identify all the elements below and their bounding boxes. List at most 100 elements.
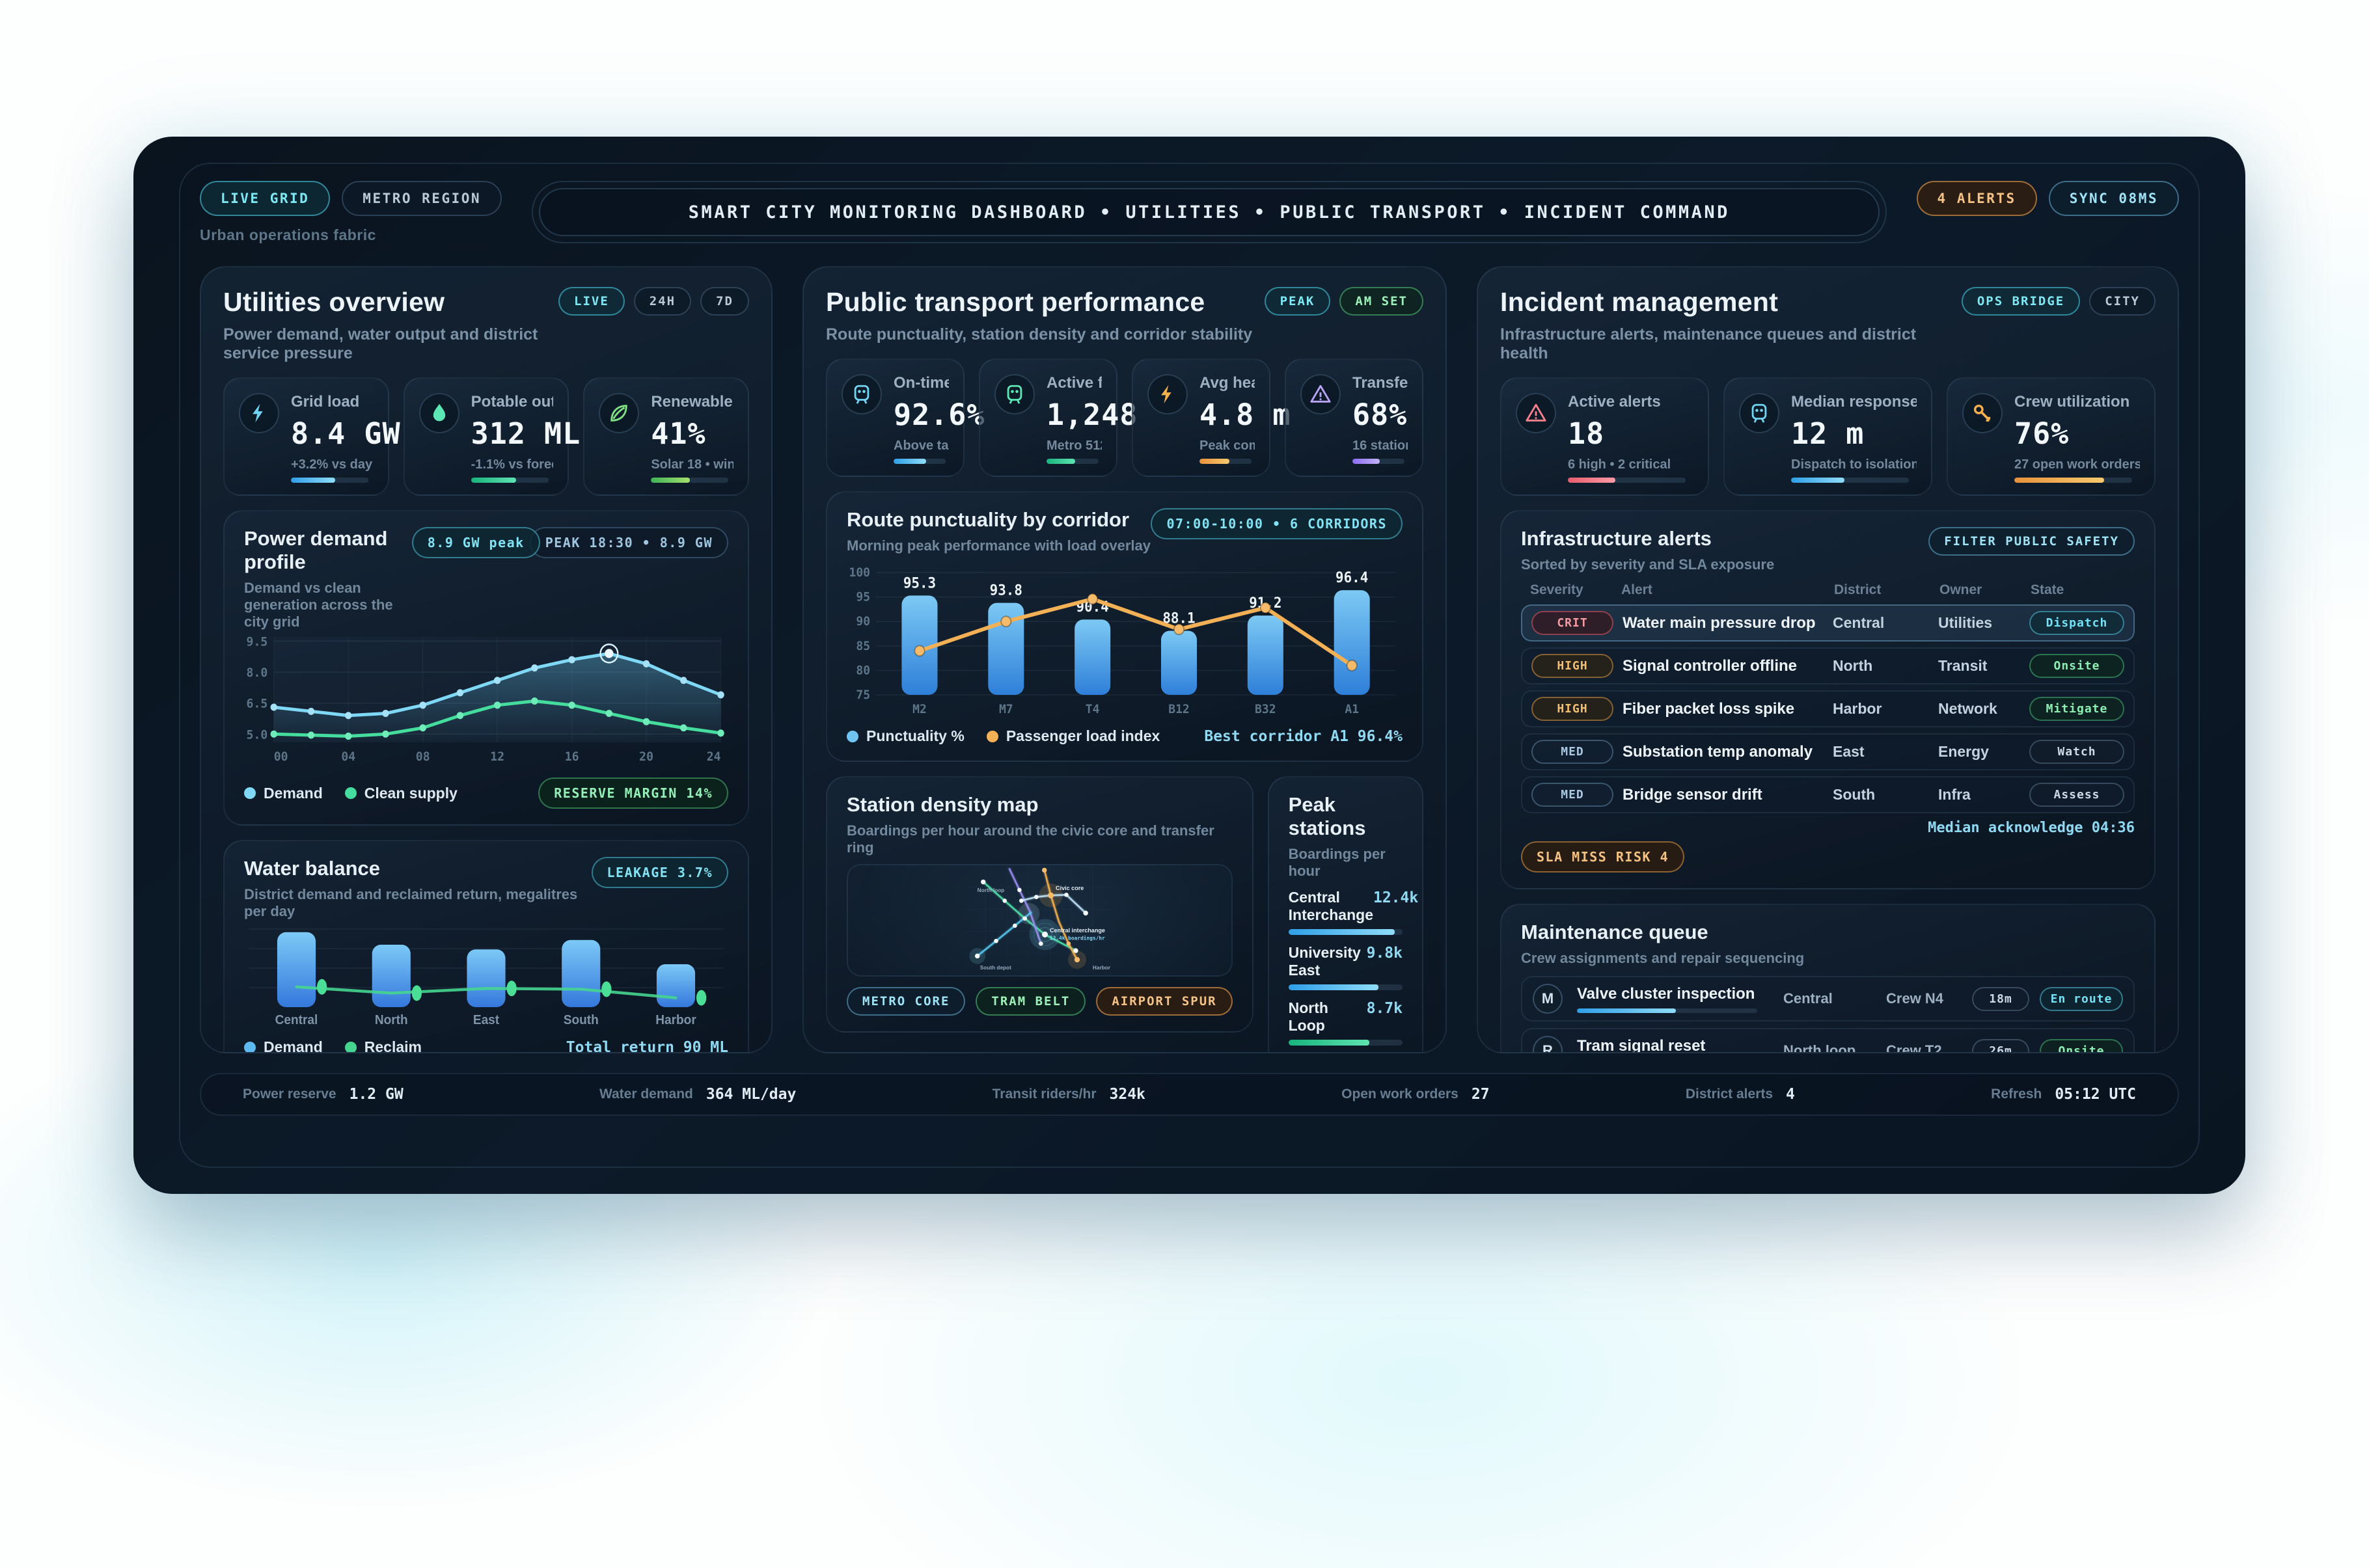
severity-badge: CRIT [1531, 611, 1613, 635]
passenger-load-marker [1259, 602, 1271, 614]
utilities-header: Utilities overview Power demand, water o… [223, 287, 749, 363]
punctuality-bar [1247, 615, 1283, 695]
peak-marker-ring [599, 643, 619, 664]
utilities-tab-7d[interactable]: 7D [700, 287, 749, 316]
utilities-title: Utilities overview [223, 287, 445, 317]
utilities-tab-live[interactable]: LIVE [558, 287, 625, 316]
alert-owner: Utilities [1938, 614, 1993, 631]
alert-state-badge: Watch [2029, 740, 2124, 764]
infrastructure-alerts-card: Infrastructure alerts Sorted by severity… [1500, 510, 2156, 889]
svg-text:85: 85 [856, 639, 870, 653]
transport-kpi-row: On-time network 92.6% Above target +1.7 … [826, 358, 1423, 477]
reserve-margin-badge: RESERVE MARGIN 14% [538, 777, 728, 809]
svg-text:75: 75 [856, 688, 870, 703]
alerts-card-subtitle: Sorted by severity and SLA exposure [1521, 556, 1775, 573]
dashboard-frame: LIVE GRID METRO REGION Urban operations … [179, 163, 2200, 1168]
kpi-label: Grid load [291, 393, 360, 411]
transport-title: Public transport performance [826, 287, 1205, 317]
footer-stat-label: Open work orders [1341, 1087, 1458, 1102]
kpi-sub: Above target +1.7 pt [894, 439, 949, 453]
svg-text:M7: M7 [999, 703, 1013, 717]
kpi-active-fleet: Active fleet 1,248 Metro 512 • bus 736 [979, 358, 1137, 477]
peak-stations-list: Central Interchange 12.4k University East 9… [1288, 889, 1418, 1052]
reclaim-marker [696, 990, 707, 1006]
footer-stat: Refresh 05:12 UTC [1991, 1086, 2136, 1103]
alerts-column-header: Owner [1939, 582, 1982, 597]
map-labels: North loop Civic core Central interchang… [978, 885, 1111, 971]
kpi-value: 312 ML [471, 416, 581, 451]
reclaim-marker [506, 980, 517, 997]
leaf-icon [599, 393, 640, 433]
svg-text:B32: B32 [1255, 703, 1276, 717]
kpi-value: 8.4 GW [291, 416, 401, 451]
map-chip-tram-belt[interactable]: TRAM BELT [976, 987, 1086, 1016]
water-demand-bar [467, 949, 506, 1007]
alert-row[interactable]: MED Substation temp anomaly East Energy Watc… [1521, 733, 2135, 770]
water-demand-bar [656, 964, 696, 1007]
station-boardings: 12.4k [1373, 889, 1419, 906]
alert-state-badge: Onsite [2029, 654, 2124, 678]
map-card-subtitle: Boardings per hour around the civic core… [847, 822, 1214, 856]
legend-label: Clean supply [364, 784, 458, 802]
reclaim-marker [316, 979, 327, 995]
station-name: University East [1288, 944, 1361, 979]
legend-label: Punctuality % [866, 727, 965, 744]
task-name: Valve cluster inspection [1577, 984, 1755, 1003]
alert-row[interactable]: HIGH Fiber packet loss spike Harbor Network… [1521, 690, 2135, 727]
kpi-sub: +3.2% vs day plan [291, 457, 374, 472]
task-progress-bar [1577, 1008, 1757, 1013]
alert-row[interactable]: MED Bridge sensor drift South Infra Assess [1521, 776, 2135, 813]
legend-dot [344, 787, 357, 799]
footer-stat-value: 324k [1109, 1086, 1145, 1103]
footer-stat-value: 05:12 UTC [2055, 1086, 2136, 1103]
sync-status-chip[interactable]: SYNC 08MS [2048, 181, 2179, 216]
alerts-count-chip[interactable]: 4 ALERTS [1916, 181, 2037, 216]
map-chip-airport-spur[interactable]: AIRPORT SPUR [1096, 987, 1233, 1016]
svg-text:12: 12 [490, 750, 504, 764]
alerts-table-body: CRIT Water main pressure drop Central Utili… [1521, 604, 2135, 813]
utilities-tab-24h[interactable]: 24H [633, 287, 692, 316]
filter-public-safety-chip[interactable]: FILTER PUBLIC SAFETY [1928, 527, 2135, 556]
alert-owner: Transit [1938, 657, 1988, 674]
median-acknowledge-note: Median acknowledge 04:36 [1928, 820, 2135, 836]
incident-tab-ops-bridge[interactable]: OPS BRIDGE [1961, 287, 2081, 316]
corridor-window-badge: 07:00-10:00 • 6 CORRIDORS [1151, 508, 1403, 539]
footer-stat: Water demand 364 ML/day [599, 1086, 796, 1103]
legend-dot [344, 1041, 357, 1052]
map-card-title: Station density map [847, 793, 1039, 816]
power-chart-legend: Demand Clean supply [244, 785, 458, 802]
map-chip-metro-core[interactable]: METRO CORE [847, 987, 966, 1016]
task-name: Tram signal reset [1577, 1036, 1706, 1053]
station-density-map[interactable]: North loop Civic core Central interchang… [847, 864, 1233, 977]
kpi-progress [291, 478, 369, 483]
station-boardings: 9.8k [1366, 945, 1403, 962]
maintenance-row[interactable]: M Valve cluster inspection Central Crew N4 1… [1521, 976, 2135, 1021]
metro-region-chip[interactable]: METRO REGION [342, 181, 502, 216]
passenger-load-marker [1173, 623, 1185, 636]
incident-tab-city[interactable]: CITY [2089, 287, 2156, 316]
transport-tab-peak[interactable]: PEAK [1264, 287, 1331, 316]
alert-row[interactable]: HIGH Signal controller offline North Transi… [1521, 647, 2135, 684]
kpi-progress [1352, 459, 1404, 464]
passenger-load-marker [914, 645, 925, 657]
droplet-icon [418, 393, 459, 433]
page-title: SMART CITY MONITORING DASHBOARD • UTILIT… [539, 188, 1880, 236]
alert-row[interactable]: CRIT Water main pressure drop Central Utili… [1521, 604, 2135, 642]
live-grid-chip[interactable]: LIVE GRID [200, 181, 331, 216]
fleet-icon [994, 374, 1035, 414]
svg-text:95.3: 95.3 [903, 575, 936, 592]
station-bar [1288, 929, 1403, 935]
headway-bolt-icon [1147, 374, 1188, 414]
punctuality-legend-item: Passenger load index [986, 727, 1160, 745]
alerts-column-header: Severity [1530, 582, 1583, 597]
footer-stat: Open work orders 27 [1341, 1086, 1489, 1103]
transport-right-column: Peak stations Boardings per hour Central… [1267, 776, 1423, 1052]
water-balance-card: Water balance District demand and reclai… [223, 840, 749, 1052]
task-state-badge: En route [2040, 986, 2123, 1011]
alerts-column-header: Alert [1621, 582, 1652, 597]
transport-subtitle: Route punctuality, station density and c… [826, 325, 1253, 344]
transport-tab-am-set[interactable]: AM SET [1339, 287, 1423, 316]
task-eta-badge: 26m [1972, 1038, 2029, 1052]
maintenance-row[interactable]: R Tram signal reset North loop Crew T2 26m On… [1521, 1028, 2135, 1053]
